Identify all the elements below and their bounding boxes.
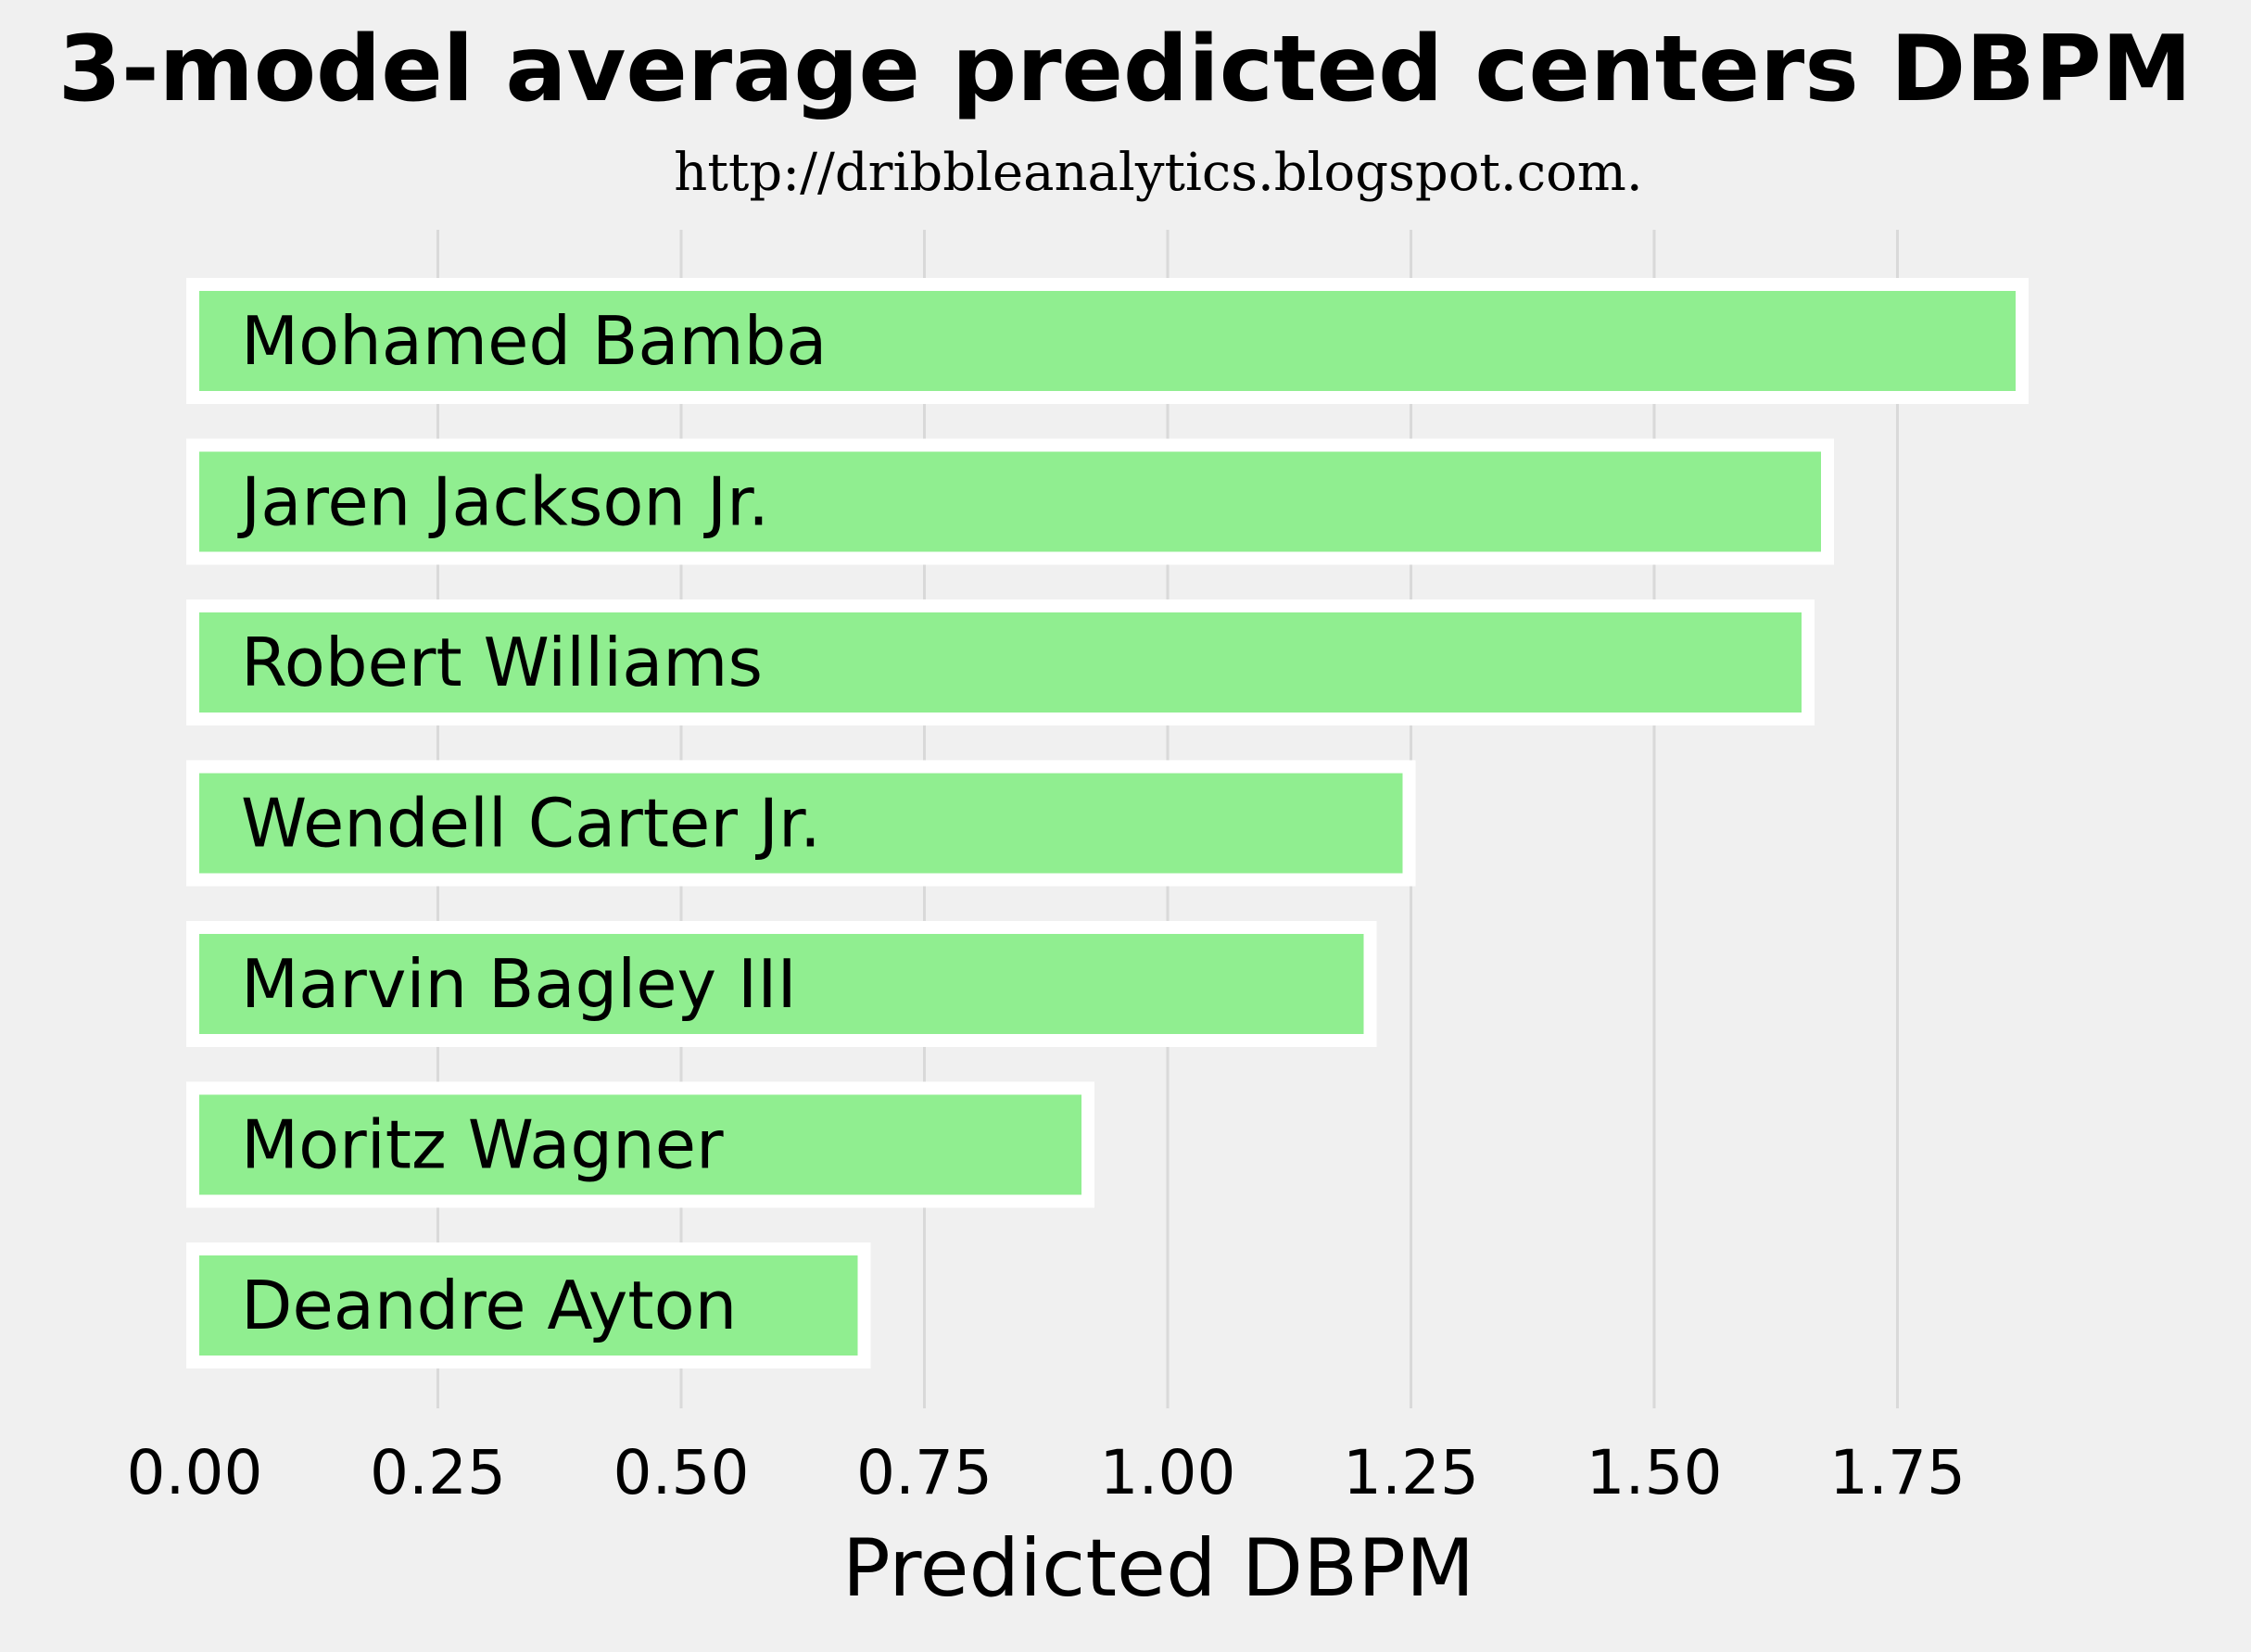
- bar: [186, 278, 2029, 404]
- bar-label: Marvin Bagley III: [241, 945, 797, 1023]
- chart-title: 3-model average predicted centers DBPM: [58, 17, 2192, 122]
- bar-label: Moritz Wagner: [241, 1106, 724, 1184]
- x-tick-label: 1.25: [1343, 1437, 1479, 1508]
- bar-label: Robert Williams: [241, 624, 763, 701]
- bar: [186, 438, 1834, 565]
- bar: [186, 1242, 871, 1368]
- x-tick-label: 0.25: [370, 1437, 506, 1508]
- bar-group: Moritz Wagner: [186, 1081, 1094, 1208]
- bar-group: Robert Williams: [186, 599, 1815, 725]
- bar-group: Mohamed Bamba: [186, 278, 2029, 404]
- bar-group: Marvin Bagley III: [186, 921, 1377, 1047]
- bar-group: Jaren Jackson Jr.: [186, 438, 1834, 565]
- bar-label: Wendell Carter Jr.: [241, 785, 821, 863]
- bar: [186, 1081, 1094, 1208]
- bar-label: Mohamed Bamba: [241, 302, 827, 380]
- x-axis-ticks: 0.00 0.25 0.50 0.75 1.00 1.25 1.50 1.75: [127, 1437, 1966, 1508]
- bar-group: Wendell Carter Jr.: [186, 760, 1416, 887]
- bar-label: Deandre Ayton: [241, 1267, 737, 1344]
- bar-group: Deandre Ayton: [186, 1242, 871, 1368]
- chart-subtitle: http://dribbleanalytics.blogspot.com.: [674, 143, 1642, 203]
- x-tick-label: 1.00: [1100, 1437, 1236, 1508]
- bar: [186, 921, 1377, 1047]
- x-axis-label: Predicted DBPM: [842, 1522, 1474, 1615]
- bar: [186, 599, 1815, 725]
- bar-label: Jaren Jackson Jr.: [237, 463, 769, 541]
- x-tick-label: 0.00: [127, 1437, 263, 1508]
- x-tick-label: 0.75: [856, 1437, 993, 1508]
- bar: [186, 760, 1416, 887]
- x-tick-label: 0.50: [613, 1437, 750, 1508]
- x-tick-label: 1.75: [1829, 1437, 1966, 1508]
- bars: Mohamed Bamba Jaren Jackson Jr. Robert Wil…: [186, 278, 2029, 1368]
- x-tick-label: 1.50: [1587, 1437, 1723, 1508]
